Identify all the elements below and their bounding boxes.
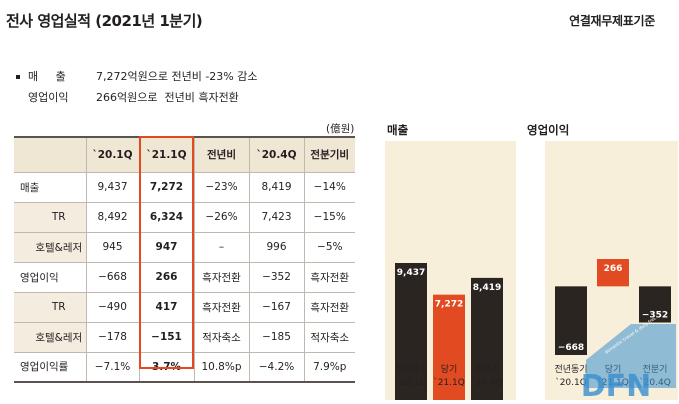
row-label-text: 호텔&레저	[35, 331, 83, 344]
table-cell: 흑자전환	[303, 262, 355, 292]
table-cell: 3.7%	[138, 352, 194, 382]
category-label: `20.1Q	[555, 377, 587, 388]
category-label: 전분기	[475, 364, 500, 375]
table-cell: –	[193, 232, 249, 262]
bar-data-label: −668	[558, 343, 584, 353]
sales-chart-title: 매출	[387, 123, 409, 137]
table-cell: 흑자전환	[193, 292, 249, 322]
table-header-cell: `20.4Q	[248, 137, 304, 172]
summary-sales-label: 매 출	[28, 70, 66, 83]
category-label: `21.1Q	[433, 377, 465, 388]
table-row: TR −490 417 흑자전환 −167 흑자전환	[14, 292, 355, 322]
row-label-text: 호텔&레저	[35, 241, 83, 254]
table-cell: −5%	[303, 232, 355, 262]
row-label: TR	[14, 292, 86, 322]
table-cell: 10.8%p	[193, 352, 249, 382]
table-cell: −4.2%	[248, 352, 304, 382]
table-cell: 8,419	[248, 172, 304, 202]
category-label: `20.4Q	[471, 377, 503, 388]
table-cell: 9,437	[85, 172, 139, 202]
summary-sales-text: 7,272억원으로 전년비 -23% 감소	[96, 70, 258, 83]
bar-data-label: −352	[642, 311, 668, 321]
table-cell: 417	[138, 292, 194, 322]
table-cell: 적자축소	[193, 322, 249, 352]
bar	[555, 286, 587, 355]
table-header-cell: `20.1Q	[85, 137, 139, 172]
table-cell: 947	[138, 232, 194, 262]
category-label: `20.1Q	[395, 377, 427, 388]
table-cell: 흑자전환	[303, 292, 355, 322]
table-cell: 266	[138, 262, 194, 292]
summary-sales: 매 출 7,272억원으로 전년비 -23% 감소	[16, 68, 257, 84]
table-header-cell: `21.1Q	[138, 137, 194, 172]
bar	[395, 263, 427, 401]
row-label: TR	[14, 202, 86, 232]
category-label: 당기	[441, 364, 458, 375]
row-label-text: TR	[51, 211, 66, 223]
table-cell: 7,423	[248, 202, 304, 232]
table-cell: −14%	[303, 172, 355, 202]
page-title: 전사 영업실적 (2021년 1분기)	[6, 12, 203, 30]
op-chart-title: 영업이익	[527, 123, 570, 137]
table-cell: 적자축소	[303, 322, 355, 352]
table-cell: −15%	[303, 202, 355, 232]
bullet-icon	[16, 75, 20, 79]
table-cell: −7.1%	[85, 352, 139, 382]
table-cell: 7,272	[138, 172, 194, 202]
table-cell: −185	[248, 322, 304, 352]
bar-data-label: 266	[604, 264, 623, 274]
table-cell: 996	[248, 232, 304, 262]
row-label: 호텔&레저	[14, 232, 86, 262]
table-cell: −26%	[193, 202, 249, 232]
row-label: 영업이익	[20, 271, 59, 284]
table-cell: −352	[248, 262, 304, 292]
table-header-cell: 전년비	[193, 137, 249, 172]
table-cell: 7.9%p	[303, 352, 355, 382]
table-cell: −167	[248, 292, 304, 322]
table-row: 영업이익률 −7.1% 3.7% 10.8%p −4.2% 7.9%p	[14, 352, 355, 382]
sales-chart: 9,437 전년동기 `20.1Q 7,272 당기 `21.1Q 8,419 전분기 `20.…	[394, 263, 503, 401]
performance-table: `20.1Q `21.1Q 전년비 `20.4Q 전분기비 매출 9,437 7,2…	[14, 136, 355, 383]
table-cell: −23%	[193, 172, 249, 202]
table-cell: 945	[85, 232, 139, 262]
table-row: 영업이익 −668 266 흑자전환 −352 흑자전환	[14, 262, 355, 292]
watermark-shape	[586, 324, 676, 388]
category-label: 전년동기	[394, 364, 427, 375]
bar	[597, 259, 629, 287]
table-cell: −668	[85, 262, 139, 292]
row-label: 호텔&레저	[14, 322, 86, 352]
summary-op: 영업이익 266억원으로 전년비 흑자전환	[16, 89, 239, 105]
sales-chart-panel: 9,437 전년동기 `20.1Q 7,272 당기 `21.1Q 8,419 전분기 `20.…	[385, 141, 516, 401]
bar	[471, 277, 503, 401]
table-row: 매출 9,437 7,272 −23% 8,419 −14%	[14, 172, 355, 202]
table-cell: 6,324	[138, 202, 194, 232]
unit-label: (億원)	[326, 123, 355, 135]
table-cell: −490	[85, 292, 139, 322]
table-row: 호텔&레저 945 947–996 −5%	[14, 232, 355, 262]
table-cell: −151	[138, 322, 194, 352]
table-header-blank	[14, 137, 86, 172]
table-row: TR 8,492 6,324 −26% 7,423 −15%	[14, 202, 355, 232]
table-cell: 흑자전환	[193, 262, 249, 292]
dfn-watermark: DFN domestic travel & duty free news	[581, 318, 676, 404]
table-cell: 8,492	[85, 202, 139, 232]
bar-data-label: 7,272	[435, 300, 463, 310]
row-label: 영업이익률	[20, 361, 69, 374]
bar-data-label: 8,419	[473, 283, 501, 293]
bar	[433, 294, 465, 401]
row-label-text: TR	[51, 301, 66, 313]
row-label: 매출	[20, 181, 40, 194]
summary-op-label: 영업이익	[28, 91, 69, 104]
basis-label: 연결재무제표기준	[569, 14, 655, 28]
category-label: 전년동기	[554, 364, 587, 375]
table-header-cell: 전분기비	[303, 137, 355, 172]
watermark-text: DFN	[581, 369, 652, 404]
table-cell: −178	[85, 322, 139, 352]
table-row: 호텔&레저 −178 −151 적자축소 −185 적자축소	[14, 322, 355, 352]
bar-data-label: 9,437	[397, 268, 425, 278]
bar	[639, 286, 671, 323]
summary-op-text: 266억원으로 전년비 흑자전환	[96, 91, 239, 104]
table-header-row: `20.1Q `21.1Q 전년비 `20.4Q 전분기비	[14, 137, 355, 172]
table-body: 매출 9,437 7,272 −23% 8,419 −14% TR 8,492 6,324 −26…	[14, 172, 355, 382]
